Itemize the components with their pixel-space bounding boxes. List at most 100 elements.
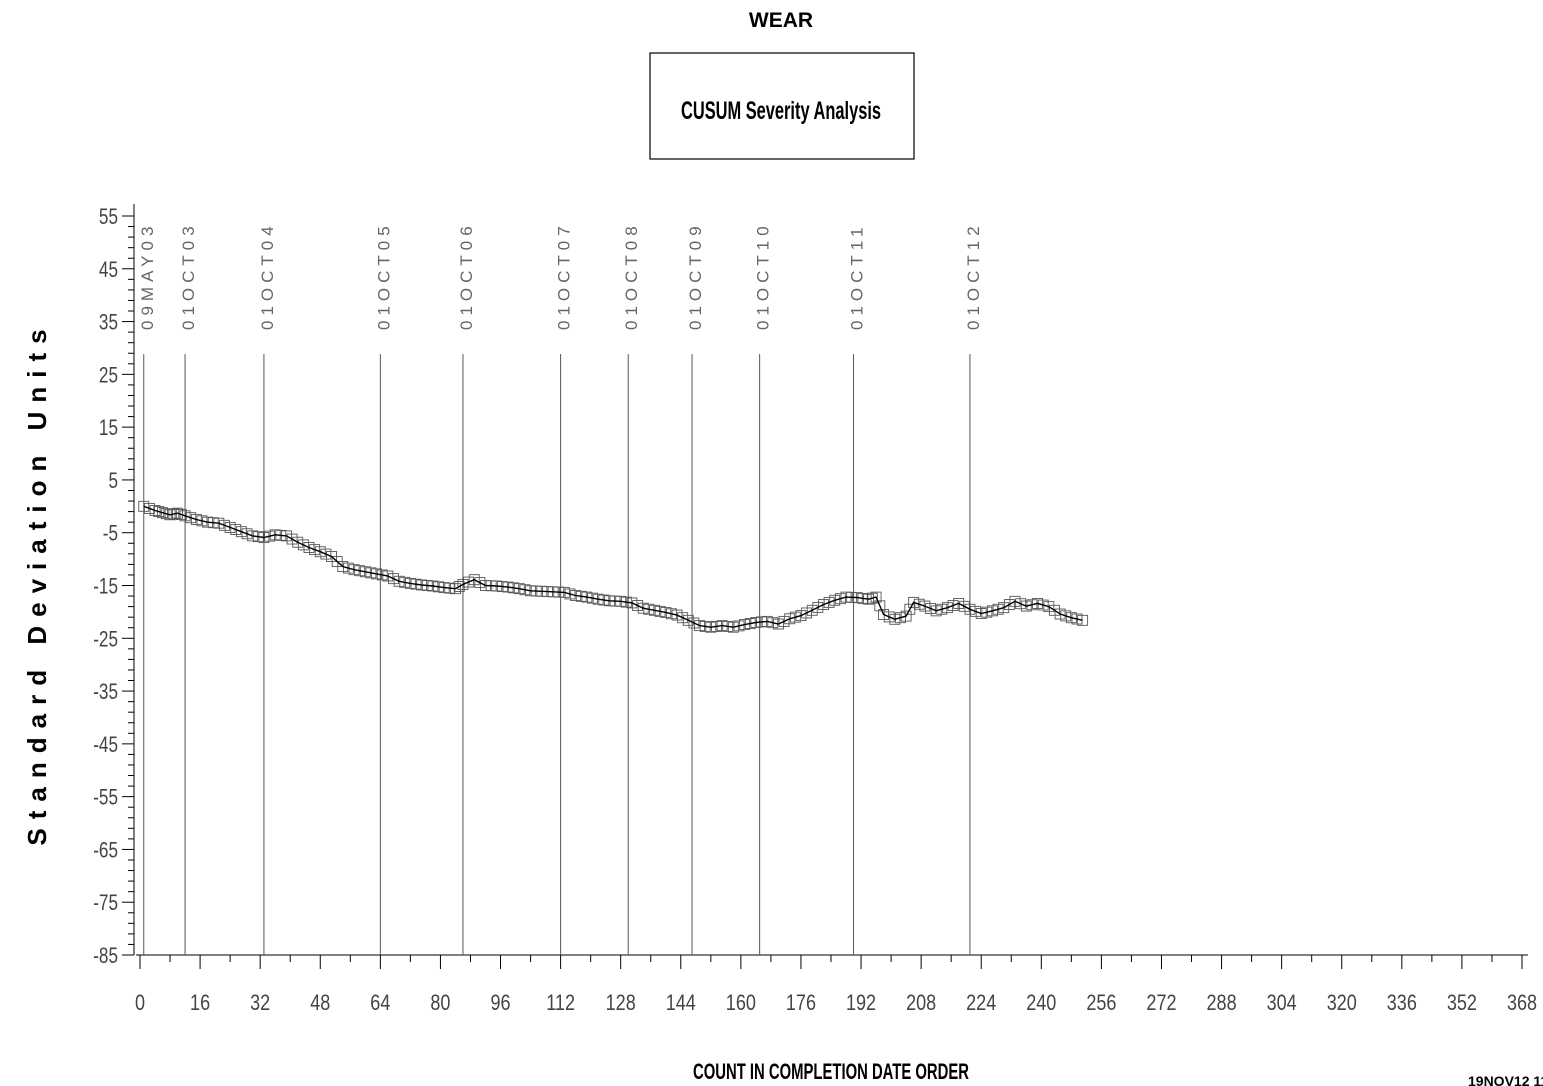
data-point xyxy=(772,618,784,630)
x-tick-label: 352 xyxy=(1447,991,1477,1015)
data-point xyxy=(812,601,824,613)
y-tick-label: 55 xyxy=(99,205,118,230)
y-tick-label: -5 xyxy=(103,522,118,547)
date-marker-label: 01OCT06 xyxy=(457,221,476,330)
data-point xyxy=(404,577,416,589)
x-tick-label: 320 xyxy=(1327,991,1357,1015)
data-point xyxy=(1060,610,1072,622)
x-tick-label: 80 xyxy=(430,991,450,1015)
data-point xyxy=(998,602,1010,614)
data-point xyxy=(936,603,948,615)
data-point xyxy=(172,507,184,519)
y-tick-label: 15 xyxy=(99,416,118,441)
data-point xyxy=(958,600,970,612)
data-point xyxy=(953,597,965,609)
data-point xyxy=(143,502,155,514)
y-tick-label: 45 xyxy=(99,258,118,283)
data-point xyxy=(354,565,366,577)
data-point xyxy=(247,530,259,542)
series xyxy=(138,500,1089,633)
data-point xyxy=(388,573,399,585)
x-tick-label: 16 xyxy=(190,991,210,1015)
data-point xyxy=(733,620,745,632)
data-point xyxy=(829,594,841,606)
y-tick-label: -65 xyxy=(93,838,118,863)
date-marker-label: 01OCT08 xyxy=(622,221,641,330)
data-point xyxy=(153,506,165,518)
data-point xyxy=(801,607,813,619)
data-point xyxy=(365,567,377,579)
data-point xyxy=(149,505,161,516)
data-point xyxy=(1054,608,1066,620)
data-point xyxy=(219,519,230,531)
data-point xyxy=(264,530,276,542)
x-tick-label: 288 xyxy=(1207,991,1237,1015)
data-point xyxy=(457,578,469,590)
x-tick-label: 48 xyxy=(310,991,330,1015)
date-markers: 09MAY03 01OCT03 01OCT04 01OCT05 01OCT06 01OCT… xyxy=(138,221,983,955)
data-point xyxy=(744,618,756,629)
data-point xyxy=(468,574,480,586)
data-point xyxy=(818,599,829,610)
data-point xyxy=(1015,598,1027,610)
data-point xyxy=(823,596,835,608)
x-tick-label: 160 xyxy=(726,991,756,1015)
data-point xyxy=(671,609,683,621)
x-tick-label: 32 xyxy=(250,991,270,1015)
data-point xyxy=(643,603,655,615)
data-point xyxy=(970,605,982,617)
x-tick-label: 96 xyxy=(490,991,510,1015)
y-tick-label: -15 xyxy=(93,575,118,600)
data-point xyxy=(138,500,150,512)
x-tick-label: 192 xyxy=(846,991,876,1015)
data-point xyxy=(196,515,208,527)
x-tick-label: 0 xyxy=(135,991,145,1015)
data-point xyxy=(581,591,593,603)
y-tick-label: -85 xyxy=(93,944,118,969)
data-point xyxy=(649,604,660,616)
data-point xyxy=(564,588,576,600)
date-marker-label: 01OCT07 xyxy=(555,221,574,330)
data-point xyxy=(665,608,677,620)
data-point xyxy=(179,510,191,522)
data-point xyxy=(637,602,649,614)
y-tick-label: -55 xyxy=(93,786,118,811)
data-point xyxy=(789,611,801,623)
series-line xyxy=(143,505,1083,628)
x-tick-label: 368 xyxy=(1507,991,1537,1015)
data-point xyxy=(784,613,796,625)
data-point xyxy=(930,605,942,617)
data-point xyxy=(883,611,895,623)
data-point xyxy=(1048,604,1060,616)
data-point xyxy=(235,526,247,538)
chart-title: WEAR xyxy=(749,9,813,32)
x-tick-label: 336 xyxy=(1387,991,1417,1015)
data-point xyxy=(297,539,309,551)
data-point xyxy=(303,542,315,553)
y-tick-label: -35 xyxy=(93,680,118,705)
subtitle-box xyxy=(649,52,915,160)
y-tick-label: -45 xyxy=(93,733,118,758)
data-point xyxy=(359,566,371,578)
date-marker-label: 01OCT04 xyxy=(258,221,277,330)
data-point xyxy=(863,593,875,605)
data-point xyxy=(682,614,694,626)
y-tick-label: 35 xyxy=(99,311,118,336)
data-point xyxy=(739,619,751,631)
data-point xyxy=(1043,601,1055,613)
data-point xyxy=(1077,614,1089,626)
x-tick-label: 128 xyxy=(606,991,636,1015)
data-point xyxy=(654,605,666,617)
data-point xyxy=(964,603,976,615)
data-point xyxy=(1009,595,1021,607)
x-tick-label: 112 xyxy=(546,991,575,1015)
data-point xyxy=(164,509,176,521)
data-point xyxy=(889,613,901,625)
data-point xyxy=(376,569,388,581)
data-point xyxy=(908,596,920,608)
data-point xyxy=(1020,600,1032,612)
x-tick-label: 64 xyxy=(370,991,390,1015)
x-tick-label: 208 xyxy=(906,991,936,1015)
data-point xyxy=(900,610,912,622)
